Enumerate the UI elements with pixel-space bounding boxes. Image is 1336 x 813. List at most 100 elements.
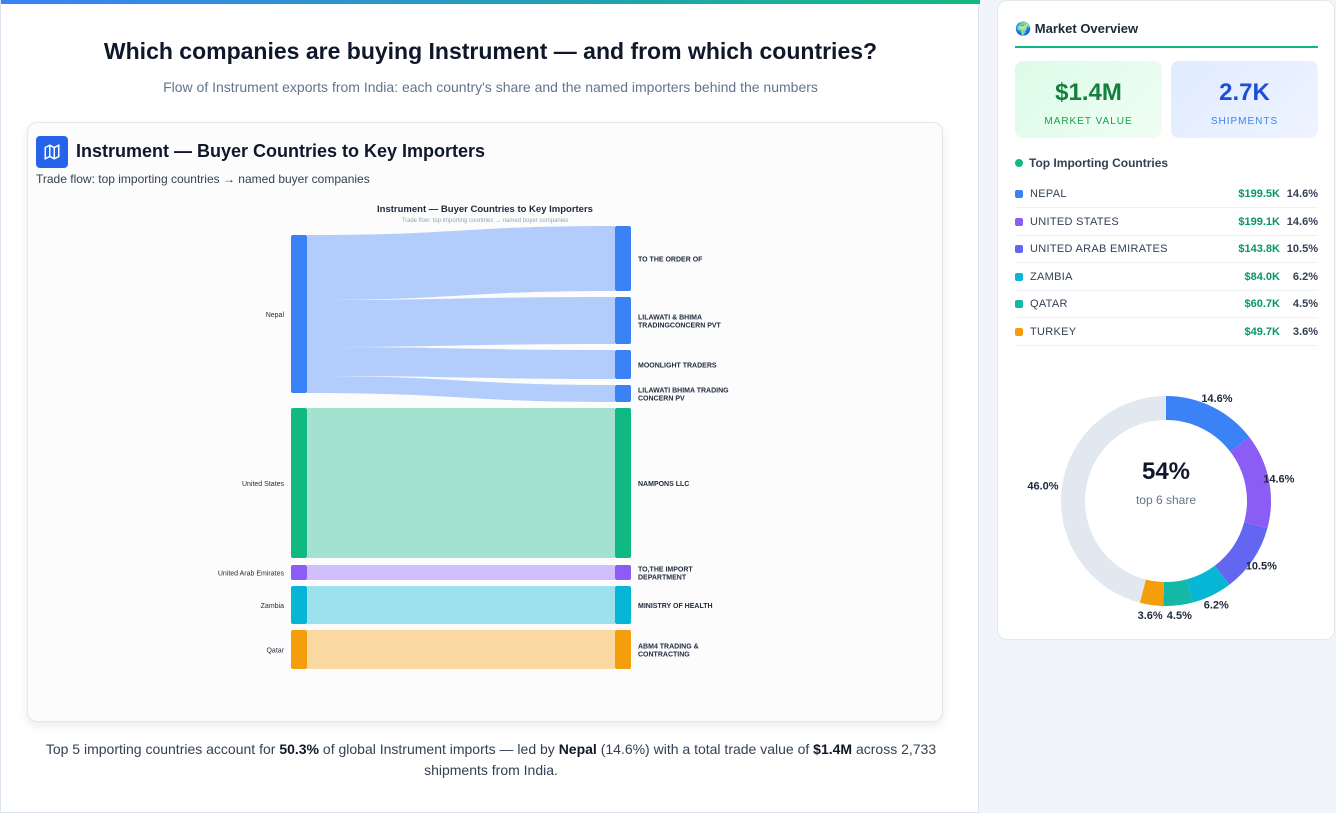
source-label: Zambia bbox=[261, 603, 284, 610]
country-row[interactable]: ZAMBIA $84.0K 6.2% bbox=[1015, 264, 1318, 291]
country-value: $49.7K bbox=[1244, 325, 1280, 338]
panel-title: 🌍 Market Overview bbox=[1015, 21, 1139, 36]
color-swatch bbox=[1015, 245, 1023, 253]
color-swatch bbox=[1015, 217, 1023, 226]
country-name: QATAR bbox=[1030, 298, 1068, 310]
kpi-value: 2.7K bbox=[1219, 79, 1270, 106]
sankey-chart: Instrument — Buyer Countries to Key Impo… bbox=[218, 204, 729, 669]
kpi-market-value: $1.4M MARKET VALUE bbox=[1015, 61, 1162, 138]
country-name: NEPAL bbox=[1030, 188, 1067, 200]
target-label: TO THE ORDER OF bbox=[638, 257, 703, 264]
country-value: $143.8K bbox=[1238, 243, 1280, 255]
donut-label: 4.5% bbox=[1167, 610, 1192, 622]
page-title: Which companies are buying Instrument — … bbox=[103, 38, 878, 64]
kpi-label: MARKET VALUE bbox=[1044, 116, 1133, 127]
country-pct: 3.6% bbox=[1292, 325, 1318, 338]
country-pct: 6.2% bbox=[1292, 270, 1318, 283]
sankey-link bbox=[307, 347, 615, 379]
sankey-source-node bbox=[291, 565, 307, 580]
target-label: NAMPONS LLC bbox=[638, 481, 689, 488]
target-label: ABM4 TRADING & CONTRACTING bbox=[638, 644, 699, 659]
sankey-link bbox=[307, 297, 615, 347]
sankey-link bbox=[307, 565, 615, 580]
country-value: $199.5K bbox=[1238, 188, 1280, 200]
sankey-target-node bbox=[615, 297, 631, 344]
chart-title: Instrument — Buyer Countries to Key Impo… bbox=[377, 204, 593, 215]
sankey-target-node bbox=[615, 226, 631, 291]
section-heading: Top Importing Countries bbox=[1015, 156, 1168, 170]
sankey-source-node bbox=[291, 408, 307, 558]
kpi-shipments: 2.7K SHIPMENTS bbox=[1171, 61, 1318, 138]
country-name: UNITED ARAB EMIRATES bbox=[1030, 243, 1168, 255]
sankey-link bbox=[307, 408, 615, 558]
country-value: $84.0K bbox=[1244, 270, 1280, 283]
country-name: ZAMBIA bbox=[1030, 270, 1073, 283]
source-label: Nepal bbox=[266, 312, 285, 319]
donut-segment[interactable] bbox=[1165, 396, 1250, 453]
donut-center-value: 54% bbox=[1142, 458, 1190, 485]
summary-text: Top 5 importing countries account for 50… bbox=[45, 741, 937, 778]
page-subtitle: Flow of Instrument exports from India: e… bbox=[163, 79, 818, 95]
chart-subtitle: Trade flow: top importing countries → na… bbox=[402, 218, 569, 224]
sankey-target-node bbox=[615, 565, 631, 580]
donut-segment[interactable] bbox=[1230, 437, 1271, 529]
donut-segment[interactable] bbox=[1186, 565, 1230, 603]
country-pct: 10.5% bbox=[1286, 243, 1318, 255]
country-pct: 4.5% bbox=[1292, 298, 1318, 310]
donut-label: 46.0% bbox=[1027, 480, 1058, 492]
color-swatch bbox=[1015, 300, 1023, 308]
map-icon bbox=[36, 136, 68, 168]
card-subtitle: Trade flow: top importing countries → na… bbox=[36, 172, 370, 186]
country-value: $199.1K bbox=[1238, 215, 1280, 228]
donut-segment[interactable] bbox=[1214, 521, 1268, 585]
donut-segment[interactable] bbox=[1139, 579, 1165, 606]
country-pct: 14.6% bbox=[1286, 188, 1318, 200]
target-label: TO,THE IMPORT DEPARTMENT bbox=[638, 567, 693, 582]
source-label: United States bbox=[242, 481, 285, 488]
sankey-source-node bbox=[291, 586, 307, 624]
color-swatch bbox=[1015, 327, 1023, 336]
country-pct: 14.6% bbox=[1286, 215, 1318, 228]
sankey-link bbox=[307, 586, 615, 624]
sankey-link bbox=[307, 226, 615, 300]
donut-label: 6.2% bbox=[1204, 599, 1229, 611]
country-row[interactable]: NEPAL $199.5K 14.6% bbox=[1015, 181, 1318, 208]
donut-segment[interactable] bbox=[1163, 579, 1193, 606]
country-row[interactable]: QATAR $60.7K 4.5% bbox=[1015, 291, 1318, 318]
accent-bar bbox=[1, 0, 980, 4]
country-name: UNITED STATES bbox=[1030, 215, 1120, 228]
donut-label: 10.5% bbox=[1246, 560, 1277, 572]
target-label: MOONLIGHT TRADERS bbox=[638, 363, 717, 370]
market-overview-panel: 🌍 Market Overview $1.4M MARKET VALUE 2.7… bbox=[997, 0, 1335, 640]
country-row[interactable]: UNITED ARAB EMIRATES $143.8K 10.5% bbox=[1015, 236, 1318, 263]
main-panel: Which companies are buying Instrument — … bbox=[0, 0, 980, 813]
donut-label: 3.6% bbox=[1138, 610, 1163, 622]
sankey-target-node bbox=[615, 630, 631, 669]
sankey-target-node bbox=[615, 586, 631, 624]
country-row[interactable]: UNITED STATES $199.1K 14.6% bbox=[1015, 209, 1318, 236]
target-label: LILAWATI & BHIMA TRADINGCONCERN PVT bbox=[638, 315, 722, 330]
country-value: $60.7K bbox=[1244, 298, 1280, 310]
sankey-link bbox=[307, 376, 615, 402]
donut-center-label: top 6 share bbox=[1136, 493, 1196, 507]
sankey-link bbox=[307, 630, 615, 669]
kpi-value: $1.4M bbox=[1055, 79, 1122, 106]
donut-segment[interactable] bbox=[1061, 396, 1167, 603]
kpi-label: SHIPMENTS bbox=[1210, 116, 1279, 127]
source-label: Qatar bbox=[266, 648, 284, 655]
country-row[interactable]: TURKEY $49.7K 3.6% bbox=[1015, 319, 1318, 346]
source-label: United Arab Emirates bbox=[218, 571, 285, 578]
card-title: Instrument — Buyer Countries to Key Impo… bbox=[76, 141, 486, 161]
color-swatch bbox=[1015, 272, 1023, 281]
target-label: MINISTRY OF HEALTH bbox=[638, 603, 713, 610]
color-swatch bbox=[1015, 190, 1023, 198]
sankey-target-node bbox=[615, 408, 631, 558]
divider bbox=[1015, 46, 1318, 48]
sankey-card: Instrument — Buyer Countries to Key Impo… bbox=[27, 122, 943, 722]
donut-label: 14.6% bbox=[1201, 393, 1232, 405]
sankey-target-node bbox=[615, 350, 631, 379]
country-name: TURKEY bbox=[1030, 325, 1077, 338]
sankey-source-node bbox=[291, 630, 307, 669]
sankey-source-node bbox=[291, 235, 307, 393]
donut-label: 14.6% bbox=[1263, 474, 1294, 486]
